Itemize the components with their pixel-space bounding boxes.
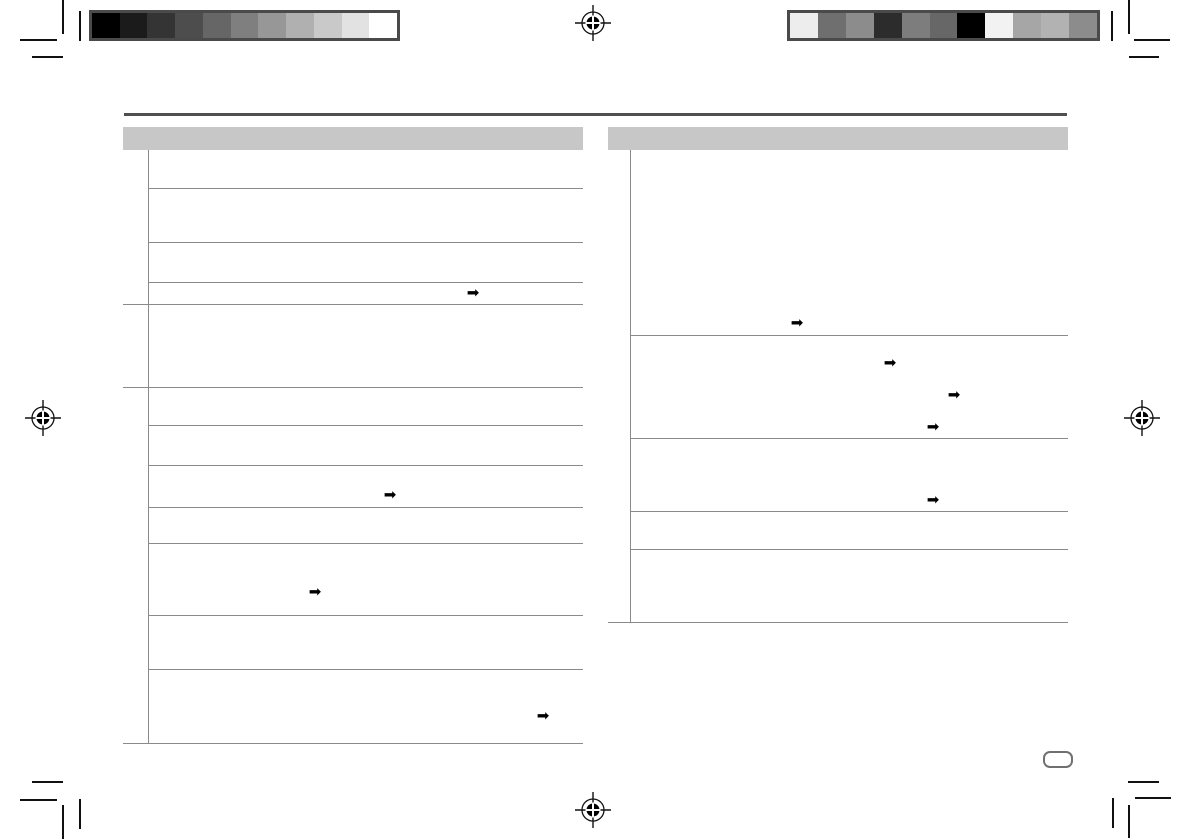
- corner-crop-mark: [20, 39, 57, 41]
- jump-arrow-icon: ➡: [466, 283, 480, 302]
- registration-target-icon: [1123, 399, 1161, 441]
- page-number-badge: [1043, 751, 1073, 768]
- calibration-swatch-10: [1041, 13, 1070, 38]
- left-table-row-separator: [148, 669, 583, 670]
- jump-arrow-icon: ➡: [947, 385, 961, 404]
- left-table-row-separator: [148, 425, 583, 426]
- grayscale-step-wedge: [89, 10, 400, 41]
- calibration-swatch-2: [817, 13, 846, 38]
- left-table-row-separator: [123, 387, 583, 388]
- left-table-row-separator: [148, 282, 583, 283]
- corner-crop-mark: [62, 805, 64, 839]
- right-table-row-separator: [630, 549, 1068, 550]
- calibration-swatch-5: [901, 13, 930, 38]
- corner-crop-mark: [62, 0, 64, 34]
- calibration-swatch-3: [845, 13, 874, 38]
- jump-arrow-icon: ➡: [926, 490, 940, 509]
- right-table-row-separator: [630, 335, 1068, 336]
- calibration-swatch-6: [929, 13, 958, 38]
- calibration-swatch-11: [1069, 13, 1097, 38]
- calibration-swatch-1: [790, 13, 818, 38]
- left-table-header-bar: [123, 127, 583, 150]
- jump-arrow-icon: ➡: [536, 706, 550, 725]
- left-table-row-separator: [148, 543, 583, 544]
- jump-arrow-icon: ➡: [383, 485, 397, 504]
- left-table-left-spine: [148, 150, 149, 743]
- corner-crop-mark: [1135, 797, 1171, 799]
- calibration-swatch-6: [230, 13, 259, 38]
- right-table-row-separator: [630, 511, 1068, 512]
- calibration-swatch-9: [313, 13, 342, 38]
- calibration-swatch-7: [957, 13, 986, 38]
- calibration-swatch-8: [286, 13, 314, 38]
- corner-crop-mark: [1128, 781, 1159, 783]
- right-table-row-separator: [608, 622, 1068, 623]
- left-table-row-separator: [123, 304, 583, 305]
- left-table-row-separator: [148, 507, 583, 508]
- corner-crop-mark: [1128, 805, 1130, 838]
- tone-patch-bar: [787, 10, 1100, 41]
- left-table-row-separator: [148, 465, 583, 466]
- calibration-swatch-4: [175, 13, 203, 38]
- corner-crop-mark: [20, 799, 57, 801]
- corner-crop-mark: [32, 781, 63, 783]
- corner-crop-mark: [1129, 56, 1159, 58]
- corner-crop-mark: [79, 11, 81, 41]
- registration-target-icon: [24, 399, 62, 441]
- left-table-row-separator: [123, 743, 583, 744]
- registration-target-icon: [574, 4, 612, 46]
- jump-arrow-icon: ➡: [308, 582, 322, 601]
- calibration-swatch-4: [873, 13, 902, 38]
- calibration-swatch-2: [119, 13, 148, 38]
- calibration-swatch-8: [985, 13, 1014, 38]
- jump-arrow-icon: ➡: [883, 353, 897, 372]
- registration-target-icon: [574, 791, 612, 833]
- corner-crop-mark: [1134, 39, 1170, 41]
- corner-crop-mark: [32, 56, 63, 58]
- right-table-row-separator: [630, 438, 1068, 439]
- calibration-swatch-9: [1013, 13, 1042, 38]
- right-table-header-bar: [608, 127, 1068, 150]
- calibration-swatch-10: [341, 13, 370, 38]
- jump-arrow-icon: ➡: [926, 417, 940, 436]
- calibration-swatch-3: [147, 13, 176, 38]
- corner-crop-mark: [1112, 798, 1114, 828]
- corner-crop-mark: [1128, 0, 1130, 34]
- calibration-swatch-11: [369, 13, 398, 38]
- left-table-row-separator: [148, 188, 583, 189]
- calibration-swatch-1: [92, 13, 120, 38]
- calibration-swatch-7: [258, 13, 287, 38]
- corner-crop-mark: [79, 799, 81, 829]
- left-table-row-separator: [148, 242, 583, 243]
- calibration-swatch-5: [202, 13, 231, 38]
- left-table-row-separator: [148, 615, 583, 616]
- right-table-left-spine: [630, 150, 631, 622]
- corner-crop-mark: [1111, 11, 1113, 41]
- jump-arrow-icon: ➡: [790, 313, 804, 332]
- page-top-rule: [124, 113, 1067, 116]
